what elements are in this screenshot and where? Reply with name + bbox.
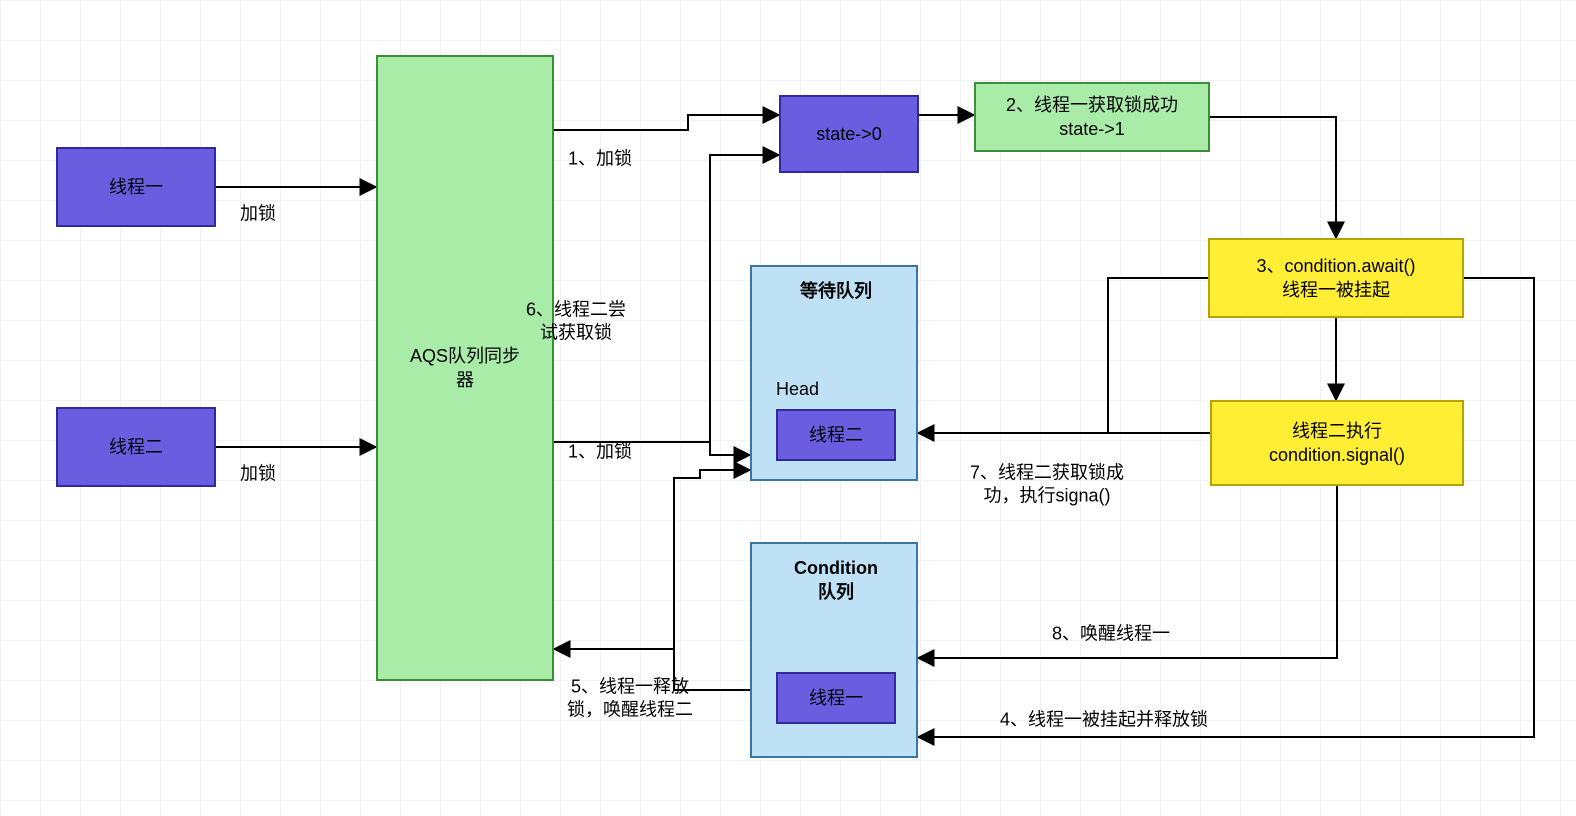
inner-node-label: 线程二 — [809, 423, 863, 447]
node-label: 3、condition.await() 线程一被挂起 — [1256, 254, 1415, 303]
head-label: Head — [776, 377, 819, 401]
node-label: AQS队列同步 器 — [410, 344, 520, 393]
node-title: Condition 队列 — [752, 556, 920, 605]
edge-e10 — [674, 470, 750, 690]
node-thread1: 线程一 — [56, 147, 216, 227]
node-label: 线程一 — [109, 175, 163, 199]
edge-e12 — [1108, 278, 1208, 433]
node-thread2: 线程二 — [56, 407, 216, 487]
node-state_ok: 2、线程一获取锁成功 state->1 — [974, 82, 1210, 152]
edge-label-e9: 7、线程二获取锁成 功，执行signa() — [970, 462, 1124, 509]
inner-node: 线程一 — [776, 672, 896, 724]
node-label: 线程二执行 condition.signal() — [1269, 419, 1405, 468]
node-wait_queue: 等待队列 Head 线程二 — [750, 265, 918, 481]
edge-e3 — [554, 115, 779, 130]
node-label: 2、线程一获取锁成功 state->1 — [1006, 93, 1178, 142]
node-label: 线程二 — [109, 435, 163, 459]
inner-node: 线程二 — [776, 409, 896, 461]
edge-label-e4: 1、加锁 — [568, 440, 632, 463]
node-cond_signal: 线程二执行 condition.signal() — [1210, 400, 1464, 486]
node-state0: state->0 — [779, 95, 919, 173]
edge-label-e8: 4、线程一被挂起并释放锁 — [1000, 708, 1208, 731]
edge-label-e11: 8、唤醒线程一 — [1052, 622, 1170, 645]
edge-label-e3: 1、加锁 — [568, 147, 632, 170]
edge-e6 — [1210, 117, 1336, 238]
edge-label-e2: 加锁 — [240, 462, 276, 485]
edge-label-e10: 5、线程一释放 锁，唤醒线程二 — [567, 676, 693, 723]
node-title: 等待队列 — [752, 279, 920, 303]
inner-node-label: 线程一 — [809, 686, 863, 710]
diagram-canvas: 线程一线程二AQS队列同步 器state->02、线程一获取锁成功 state-… — [0, 0, 1576, 816]
node-cond_await: 3、condition.await() 线程一被挂起 — [1208, 238, 1464, 318]
node-aqs: AQS队列同步 器 — [376, 55, 554, 681]
edge-label-e1: 加锁 — [240, 202, 276, 225]
node-label: state->0 — [816, 122, 882, 146]
node-cond_queue: Condition 队列线程一 — [750, 542, 918, 758]
edge-label-e4b: 6、线程二尝 试获取锁 — [526, 299, 626, 346]
